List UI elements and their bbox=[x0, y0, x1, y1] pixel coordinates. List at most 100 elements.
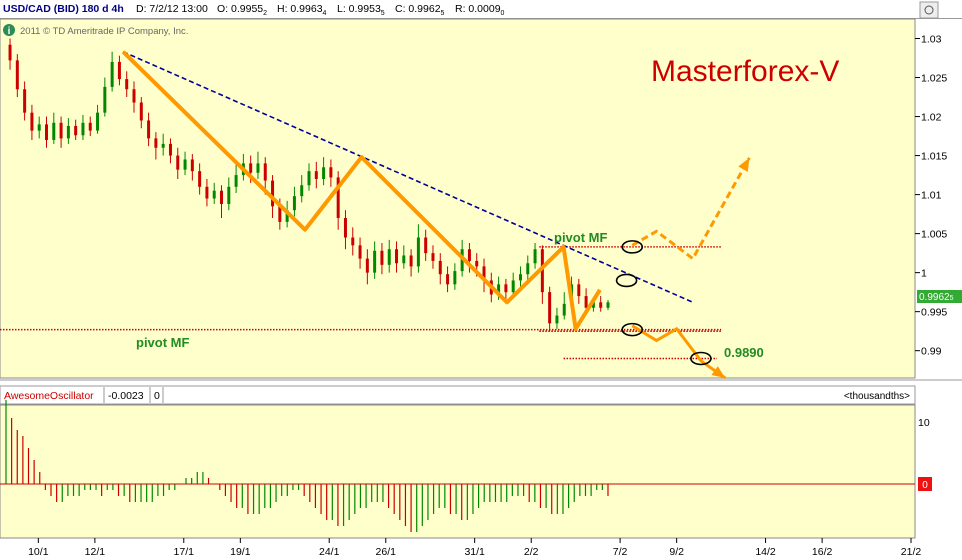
candle-body bbox=[45, 124, 49, 140]
candle-body bbox=[161, 143, 165, 148]
candle-body bbox=[66, 125, 70, 139]
marker-ellipse bbox=[615, 273, 638, 288]
date-tick-label: 9/2 bbox=[669, 546, 684, 558]
candle-body bbox=[562, 303, 566, 316]
candle-body bbox=[81, 122, 85, 136]
candle-body bbox=[307, 171, 311, 186]
candle-body bbox=[329, 167, 333, 178]
candle-body bbox=[336, 177, 340, 219]
candle-body bbox=[285, 210, 289, 222]
pivot-label-lower: pivot MF bbox=[136, 335, 189, 350]
current-price-badge bbox=[917, 290, 962, 303]
candle-body bbox=[278, 206, 282, 222]
zigzag-line bbox=[121, 50, 602, 331]
candle-body bbox=[292, 196, 296, 211]
candle-body bbox=[249, 163, 253, 173]
current-price-text: 0.99625 bbox=[919, 292, 954, 303]
candle-body bbox=[504, 284, 508, 293]
marker-ellipse bbox=[621, 240, 644, 254]
open-label: O: 0.99552 bbox=[217, 3, 268, 18]
close-label: C: 0.99625 bbox=[395, 3, 445, 18]
candle-body bbox=[15, 60, 19, 90]
date-tick-label: 19/1 bbox=[230, 546, 251, 558]
candle-body bbox=[526, 263, 530, 275]
candle-body bbox=[475, 260, 479, 267]
date-tick-label: 14/2 bbox=[755, 546, 776, 558]
price-tick-label: 1.015 bbox=[921, 151, 947, 163]
candle-body bbox=[540, 249, 544, 293]
date-tick-label: 24/1 bbox=[319, 546, 340, 558]
oscillator-panel bbox=[0, 404, 916, 539]
candle-body bbox=[256, 163, 260, 173]
symbol-label[interactable]: USD/CAD (BID) 180 d 4h bbox=[3, 3, 124, 15]
candle-body bbox=[438, 260, 442, 275]
candle-body bbox=[212, 190, 216, 199]
marker-ellipse bbox=[621, 322, 644, 337]
candle-body bbox=[183, 159, 187, 170]
candle-body bbox=[198, 171, 202, 187]
candle-body bbox=[263, 163, 267, 181]
price-tick-label: 1.01 bbox=[921, 190, 942, 202]
osc-zero-badge bbox=[918, 477, 932, 491]
high-label: H: 0.99634 bbox=[277, 3, 327, 18]
candle-body bbox=[467, 249, 471, 261]
osc-axis-tick: 10 bbox=[918, 417, 930, 429]
oscillator-header bbox=[0, 385, 916, 405]
price-tick-label: 0.99 bbox=[921, 346, 942, 358]
price-tick-label: 1.005 bbox=[921, 229, 947, 241]
low-label: L: 0.99535 bbox=[337, 3, 385, 18]
candle-body bbox=[402, 255, 406, 264]
info-icon[interactable] bbox=[3, 24, 15, 36]
candle-body bbox=[373, 250, 377, 273]
osc-extra: 0 bbox=[154, 390, 160, 402]
date-tick-label: 12/1 bbox=[85, 546, 106, 558]
candle-body bbox=[300, 185, 304, 197]
date-tick-label: 16/2 bbox=[812, 546, 833, 558]
candle-body bbox=[314, 171, 318, 179]
candle-body bbox=[37, 124, 41, 131]
candle-body bbox=[227, 186, 231, 204]
candle-body bbox=[424, 237, 428, 254]
candle-body bbox=[351, 237, 355, 246]
candle-body bbox=[220, 190, 224, 204]
date-tick-label: 21/2 bbox=[901, 546, 922, 558]
candle-body bbox=[577, 284, 581, 297]
chart-title: Masterforex-V bbox=[651, 55, 839, 88]
candle-body bbox=[154, 138, 158, 148]
candle-body bbox=[453, 271, 457, 285]
candle-body bbox=[30, 112, 34, 131]
date-tick-label: 17/1 bbox=[174, 546, 195, 558]
candle-body bbox=[110, 61, 114, 87]
date-tick-label: 10/1 bbox=[28, 546, 49, 558]
projection-up bbox=[631, 157, 751, 261]
candle-body bbox=[205, 186, 209, 199]
range-label: R: 0.00090 bbox=[455, 3, 505, 18]
candle-body bbox=[409, 255, 413, 267]
settings-button[interactable] bbox=[919, 1, 939, 19]
candle-body bbox=[533, 249, 537, 264]
candle-body bbox=[584, 296, 588, 308]
osc-name[interactable]: AwesomeOscillator bbox=[4, 390, 94, 402]
candle-body bbox=[8, 44, 12, 61]
projection-down-arrowhead bbox=[711, 366, 726, 378]
candle-body bbox=[599, 302, 603, 308]
candle-body bbox=[482, 266, 486, 281]
candle-body bbox=[387, 249, 391, 265]
target-label: 0.9890 bbox=[724, 345, 764, 360]
date-label: D: 7/2/12 13:00 bbox=[136, 3, 208, 15]
date-tick-label: 26/1 bbox=[376, 546, 397, 558]
price-tick-label: 1.03 bbox=[921, 34, 942, 46]
osc-units: <thousandths> bbox=[844, 391, 910, 402]
candle-body bbox=[555, 315, 559, 324]
copyright-text: 2011 © TD Ameritrade IP Company, Inc. bbox=[20, 26, 188, 37]
candle-body bbox=[380, 250, 384, 265]
candle-body bbox=[591, 302, 595, 308]
candle-body bbox=[358, 245, 362, 259]
projection-up-arrowhead bbox=[738, 157, 750, 172]
candle-body bbox=[132, 89, 136, 103]
candle-body bbox=[416, 237, 420, 267]
candle-body bbox=[548, 292, 552, 324]
price-tick-label: 1.025 bbox=[921, 73, 947, 85]
date-tick-label: 7/2 bbox=[613, 546, 628, 558]
candle-body bbox=[395, 249, 399, 264]
